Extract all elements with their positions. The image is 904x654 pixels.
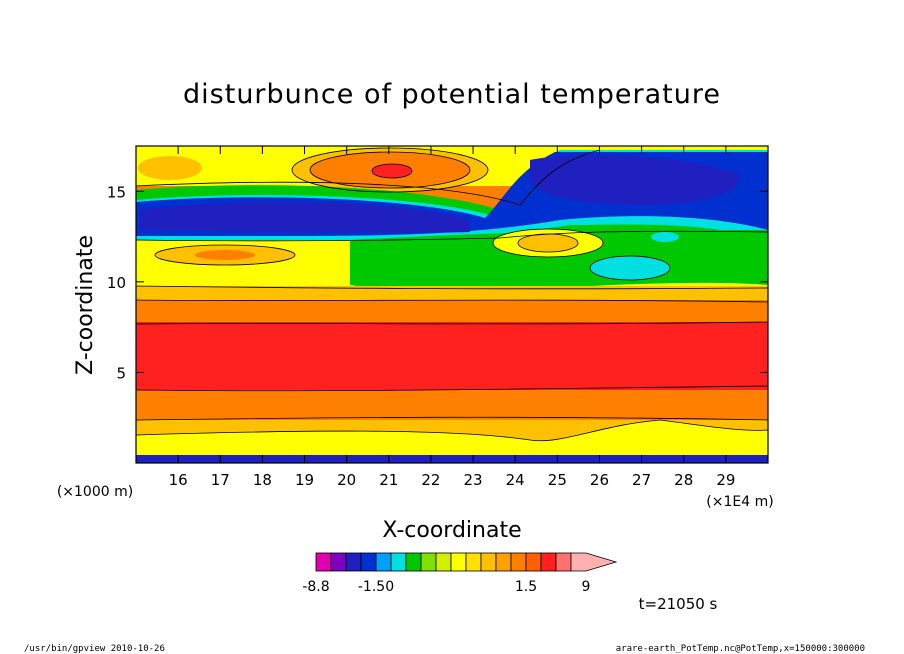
x-tick-label: 17 — [211, 471, 230, 489]
mid-cyan-blob — [590, 256, 670, 280]
deep-blue-core — [140, 201, 470, 233]
lower-orange-band — [136, 390, 768, 420]
footer-left: /usr/bin/gpview 2010-10-26 — [24, 644, 165, 654]
colorbar-segment — [435, 552, 452, 572]
colorbar: -8.8 -1.50 1.5 9 — [302, 552, 618, 595]
colorbar-segment — [480, 552, 497, 572]
colorbar-segment — [345, 552, 362, 572]
lower-band-1 — [136, 286, 768, 304]
deep-blue-core-right — [530, 155, 740, 205]
colorbar-segment — [360, 552, 377, 572]
bottom-yellow-band — [136, 420, 768, 455]
colorbar-tick-label: 9 — [582, 579, 591, 595]
colorbar-segment — [375, 552, 392, 572]
y-axis: 5 10 15 — [107, 183, 768, 382]
bottom-blue-strip — [136, 455, 768, 463]
x-tick-label: 28 — [674, 471, 693, 489]
y-tick-label: 5 — [116, 364, 126, 382]
colorbar-segment — [420, 552, 437, 572]
x-axis-label: X-coordinate — [382, 518, 521, 543]
colorbar-segment — [555, 552, 572, 572]
colorbar-segment — [570, 552, 618, 572]
x-tick-label: 26 — [590, 471, 609, 489]
time-annotation: t=21050 s — [639, 595, 718, 613]
colorbar-segment — [450, 552, 467, 572]
colorbar-segment — [540, 552, 557, 572]
contour-field — [136, 146, 768, 463]
mid-green-region — [350, 230, 768, 291]
x-tick-label: 21 — [379, 471, 398, 489]
x-tick-label: 22 — [421, 471, 440, 489]
x-tick-label: 25 — [548, 471, 567, 489]
chart-title: disturbunce of potential temperature — [183, 79, 721, 110]
small-cyan-blob — [651, 232, 679, 242]
x-tick-label: 29 — [716, 471, 735, 489]
mid-orange-blob — [518, 234, 578, 252]
lower-band-2 — [136, 300, 768, 324]
plot-frame — [135, 145, 769, 464]
x-tick-label: 27 — [632, 471, 651, 489]
colorbar-tick-label: -1.50 — [358, 579, 394, 595]
y-unit-label: (×1000 m) — [57, 484, 133, 500]
y-tick-label: 10 — [107, 274, 126, 292]
colorbar-segment — [465, 552, 482, 572]
x-unit-label: (×1E4 m) — [706, 494, 773, 510]
footer-right: arare-earth_PotTemp.nc@PotTemp,x=150000:… — [616, 644, 865, 654]
x-tick-label: 24 — [506, 471, 525, 489]
left-warm-core — [195, 250, 255, 260]
y-tick-label: 15 — [107, 183, 126, 201]
x-tick-label: 19 — [295, 471, 314, 489]
upper-left-warm — [138, 156, 202, 180]
colorbar-tick-label: -8.8 — [302, 579, 329, 595]
colorbar-tick-label: 1.5 — [515, 579, 537, 595]
x-tick-label: 16 — [169, 471, 188, 489]
red-band — [136, 322, 768, 390]
x-tick-label: 20 — [337, 471, 356, 489]
y-axis-label: Z-coordinate — [73, 235, 98, 375]
x-tick-label: 18 — [253, 471, 272, 489]
colorbar-segment — [315, 552, 332, 572]
colorbar-segment — [525, 552, 542, 572]
colorbar-segment — [330, 552, 347, 572]
upper-warm-max — [372, 164, 412, 178]
colorbar-segment — [390, 552, 407, 572]
x-tick-label: 23 — [464, 471, 483, 489]
colorbar-segment — [510, 552, 527, 572]
colorbar-segment — [495, 552, 512, 572]
contour-lines — [136, 147, 768, 442]
x-axis: 16 17 18 19 20 21 22 23 24 25 26 27 28 29 — [169, 146, 735, 489]
colorbar-segment — [405, 552, 422, 572]
